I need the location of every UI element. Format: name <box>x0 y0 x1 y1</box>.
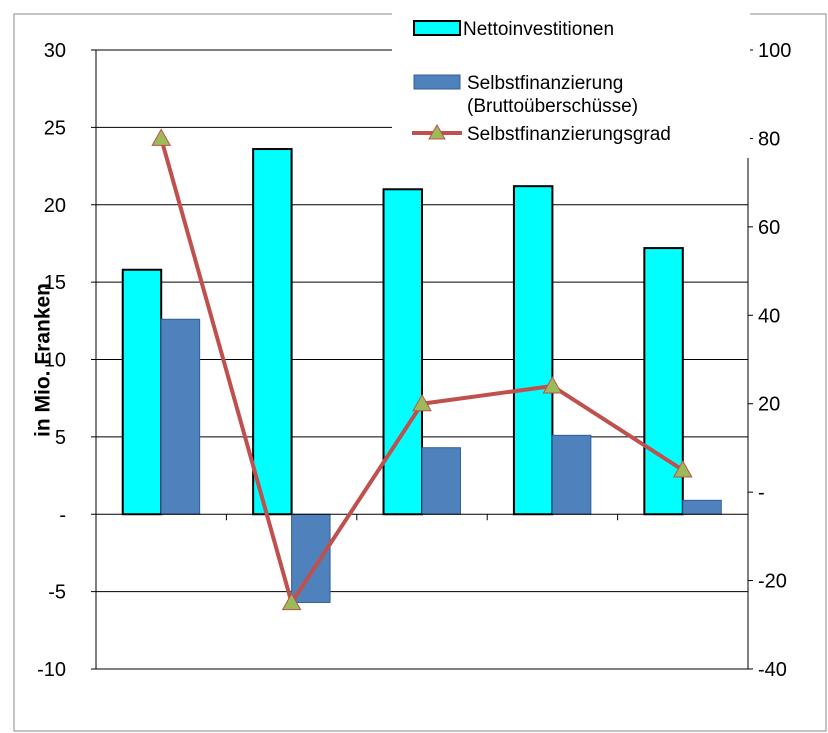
y-tick-label: -10 <box>37 659 66 681</box>
bars <box>121 148 722 603</box>
bar-selbstfinanzierung <box>682 499 722 515</box>
y-tick-label: 15 <box>44 272 66 294</box>
y-tick-label: 25 <box>44 117 66 139</box>
y2-tick-label: -40 <box>758 659 787 681</box>
legend-marker-selbstfinanzierungsgrad <box>428 123 446 140</box>
legend-label-selbstfinanzierung: Selbstfinanzierung <box>467 73 623 94</box>
y2-tick-label: 80 <box>758 128 780 150</box>
bar-selbstfinanzierung <box>160 318 201 515</box>
line-marker <box>281 592 302 611</box>
legend-label-nettoinvestitionen: Nettoinvestitionen <box>463 19 614 40</box>
bar-nettoinvestitionen <box>121 268 163 516</box>
legend-swatch-nettoinvestitionen <box>413 20 461 36</box>
y-tick-label: 20 <box>44 195 66 217</box>
line-marker <box>151 128 172 146</box>
y-tick-label: 30 <box>44 40 66 62</box>
line-marker <box>672 460 693 478</box>
y2-tick-label: 60 <box>758 217 780 239</box>
y2-tick-label: 20 <box>758 394 780 416</box>
y-tick-label: - <box>59 504 66 526</box>
legend-label-selbstfinanzierungsgrad: Selbstfinanzierungsgrad <box>467 124 671 145</box>
bar-nettoinvestitionen <box>252 148 293 516</box>
axes <box>91 49 753 670</box>
line-marker <box>412 393 432 412</box>
ratio-line <box>151 128 693 611</box>
y-axis-label: in Mio. Franken <box>32 283 55 437</box>
legend-label-selbstfinanzierung-line2: (Bruttoüberschüsse) <box>467 96 638 117</box>
y-tick-label: -5 <box>48 582 66 604</box>
legend: Nettoinvestitionen Selbstfinanzierung (B… <box>392 12 750 158</box>
y2-tick-label: -20 <box>758 571 787 593</box>
y2-tick-label: 100 <box>758 40 791 62</box>
bar-nettoinvestitionen <box>512 185 554 516</box>
y-tick-label: 10 <box>44 350 66 372</box>
bar-selbstfinanzierung <box>551 434 592 515</box>
y-tick-label: 5 <box>55 427 66 449</box>
y2-tick-label: - <box>758 482 765 504</box>
y2-tick-label: 40 <box>758 305 780 327</box>
bar-selbstfinanzierung <box>421 447 461 515</box>
bar-selbstfinanzierung <box>291 513 331 603</box>
line-marker <box>542 376 563 394</box>
legend-swatch-selbstfinanzierung <box>413 74 461 90</box>
bar-nettoinvestitionen <box>382 188 424 516</box>
